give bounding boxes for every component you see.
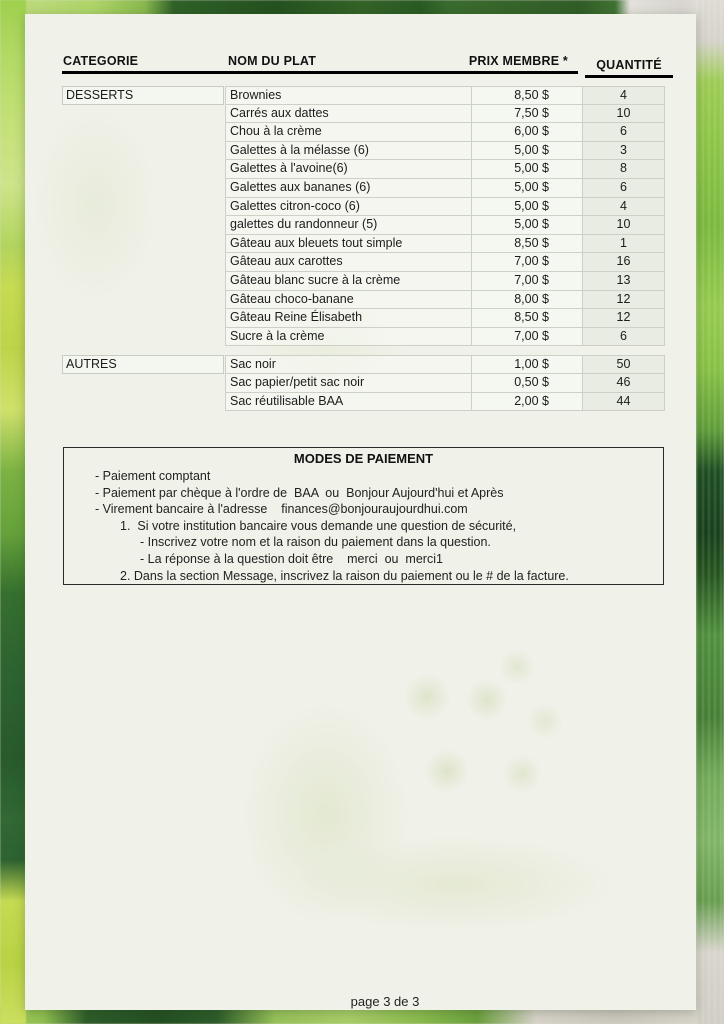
dish-quantity-cell: 50 xyxy=(583,355,665,374)
payment-line: 2. Dans la section Message, inscrivez la… xyxy=(120,568,569,583)
dish-quantity-cell: 12 xyxy=(583,309,665,328)
table-row: Galettes à l'avoine(6) 5,00 $ 8 xyxy=(225,160,665,179)
column-header-prix-membre: PRIX MEMBRE * xyxy=(468,54,568,68)
dish-quantity-cell: 10 xyxy=(583,104,665,124)
payment-methods-box: MODES DE PAIEMENT - Paiement comptant - P… xyxy=(63,447,664,585)
dish-name-cell: Gâteau blanc sucre à la crème xyxy=(225,271,472,291)
table-row: Sac noir 1,00 $ 50 xyxy=(225,355,665,374)
table-row: Gâteau aux bleuets tout simple 8,50 $ 1 xyxy=(225,234,665,254)
table-section: DESSERTS Brownies 8,50 $ 4 Carrés aux da… xyxy=(62,86,665,347)
header-underline xyxy=(62,71,578,74)
section-rows: Brownies 8,50 $ 4 Carrés aux dattes 7,50… xyxy=(225,86,665,347)
payment-lines: - Paiement comptant - Paiement par chèque… xyxy=(64,468,663,584)
photo-border-right xyxy=(696,0,724,1024)
table-row: Gâteau blanc sucre à la crème 7,00 $ 13 xyxy=(225,271,665,291)
dish-quantity-cell: 1 xyxy=(583,234,665,254)
dish-price-cell: 8,00 $ xyxy=(472,290,583,310)
dish-price-cell: 8,50 $ xyxy=(472,309,583,328)
dish-price-cell: 8,50 $ xyxy=(472,86,583,105)
dish-price-cell: 5,00 $ xyxy=(472,197,583,217)
dish-quantity-cell: 4 xyxy=(583,197,665,217)
column-header-nom-du-plat: NOM DU PLAT xyxy=(228,54,317,68)
category-cell: AUTRES xyxy=(62,355,224,375)
dish-name-cell: Chou à la crème xyxy=(225,123,472,142)
dish-name-cell: Galettes citron-coco (6) xyxy=(225,197,472,217)
payment-line: 1. Si votre institution bancaire vous de… xyxy=(120,518,517,533)
dish-quantity-cell: 8 xyxy=(583,160,665,179)
dish-price-cell: 7,00 $ xyxy=(472,271,583,291)
payment-line: - Paiement comptant xyxy=(95,469,211,483)
table-row: Sac papier/petit sac noir 0,50 $ 46 xyxy=(225,373,665,393)
table-row: Gâteau aux carottes 7,00 $ 16 xyxy=(225,253,665,272)
photo-border-bottom xyxy=(0,1006,724,1024)
table-section: AUTRES Sac noir 1,00 $ 50 Sac papier/pet… xyxy=(62,355,665,412)
table-row: Brownies 8,50 $ 4 xyxy=(225,86,665,105)
table-row: Chou à la crème 6,00 $ 6 xyxy=(225,123,665,142)
dish-quantity-cell: 6 xyxy=(583,327,665,347)
dish-name-cell: Gâteau aux carottes xyxy=(225,253,472,272)
dish-price-cell: 6,00 $ xyxy=(472,123,583,142)
dish-name-cell: Galettes à la mélasse (6) xyxy=(225,141,472,161)
table-row: Sac réutilisable BAA 2,00 $ 44 xyxy=(225,392,665,412)
dish-name-cell: Sucre à la crème xyxy=(225,327,472,347)
dish-price-cell: 5,00 $ xyxy=(472,216,583,235)
dish-quantity-cell: 44 xyxy=(583,392,665,412)
dish-quantity-cell: 12 xyxy=(583,290,665,310)
table-row: Gâteau choco-banane 8,00 $ 12 xyxy=(225,290,665,310)
dish-name-cell: Brownies xyxy=(225,86,472,105)
table-row: Galettes à la mélasse (6) 5,00 $ 3 xyxy=(225,141,665,161)
dish-price-cell: 7,00 $ xyxy=(472,327,583,347)
dish-quantity-cell: 4 xyxy=(583,86,665,105)
document-page: CATEGORIE NOM DU PLAT PRIX MEMBRE * QUAN… xyxy=(25,14,696,1010)
dish-quantity-cell: 13 xyxy=(583,271,665,291)
dish-quantity-cell: 6 xyxy=(583,123,665,142)
table-row: Carrés aux dattes 7,50 $ 10 xyxy=(225,104,665,124)
dish-price-cell: 7,00 $ xyxy=(472,253,583,272)
dish-name-cell: Sac réutilisable BAA xyxy=(225,392,472,412)
dish-price-cell: 0,50 $ xyxy=(472,373,583,393)
menu-table: DESSERTS Brownies 8,50 $ 4 Carrés aux da… xyxy=(62,86,665,420)
photo-border-left xyxy=(0,0,26,1024)
payment-box-title: MODES DE PAIEMENT xyxy=(293,451,434,466)
page-number: page 3 de 3 xyxy=(350,994,420,1009)
dish-price-cell: 7,50 $ xyxy=(472,104,583,124)
dish-price-cell: 5,00 $ xyxy=(472,160,583,179)
table-row: Sucre à la crème 7,00 $ 6 xyxy=(225,327,665,347)
payment-line: - Paiement par chèque à l'ordre de BAA o… xyxy=(95,485,504,500)
dish-name-cell: Gâteau Reine Élisabeth xyxy=(225,309,472,328)
category-cell: DESSERTS xyxy=(62,86,224,105)
dish-price-cell: 5,00 $ xyxy=(472,178,583,198)
dish-price-cell: 1,00 $ xyxy=(472,355,583,374)
dish-name-cell: Sac noir xyxy=(225,355,472,374)
dish-price-cell: 5,00 $ xyxy=(472,141,583,161)
payment-line: - Inscrivez votre nom et la raison du pa… xyxy=(140,535,491,550)
dish-name-cell: Sac papier/petit sac noir xyxy=(225,373,472,393)
dish-quantity-cell: 3 xyxy=(583,141,665,161)
dish-quantity-cell: 6 xyxy=(583,178,665,198)
table-row: Galettes aux bananes (6) 5,00 $ 6 xyxy=(225,178,665,198)
section-rows: Sac noir 1,00 $ 50 Sac papier/petit sac … xyxy=(225,355,665,412)
column-header-quantite: QUANTITÉ xyxy=(596,58,662,72)
dish-name-cell: galettes du randonneur (5) xyxy=(225,216,472,235)
dish-quantity-cell: 46 xyxy=(583,373,665,393)
dish-quantity-cell: 10 xyxy=(583,216,665,235)
dish-name-cell: Gâteau choco-banane xyxy=(225,290,472,310)
dish-name-cell: Gâteau aux bleuets tout simple xyxy=(225,234,472,254)
dish-name-cell: Galettes à l'avoine(6) xyxy=(225,160,472,179)
dish-name-cell: Carrés aux dattes xyxy=(225,104,472,124)
table-row: Galettes citron-coco (6) 5,00 $ 4 xyxy=(225,197,665,217)
table-row: galettes du randonneur (5) 5,00 $ 10 xyxy=(225,216,665,235)
quantity-header-underline xyxy=(585,75,673,78)
dish-price-cell: 2,00 $ xyxy=(472,392,583,412)
payment-line: - Virement bancaire à l'adresse finances… xyxy=(95,502,468,517)
dish-quantity-cell: 16 xyxy=(583,253,665,272)
table-row: Gâteau Reine Élisabeth 8,50 $ 12 xyxy=(225,309,665,328)
dish-name-cell: Galettes aux bananes (6) xyxy=(225,178,472,198)
dish-price-cell: 8,50 $ xyxy=(472,234,583,254)
column-header-categorie: CATEGORIE xyxy=(63,54,139,68)
payment-line: - La réponse à la question doit être mer… xyxy=(140,551,443,566)
photo-border-top xyxy=(0,0,724,18)
